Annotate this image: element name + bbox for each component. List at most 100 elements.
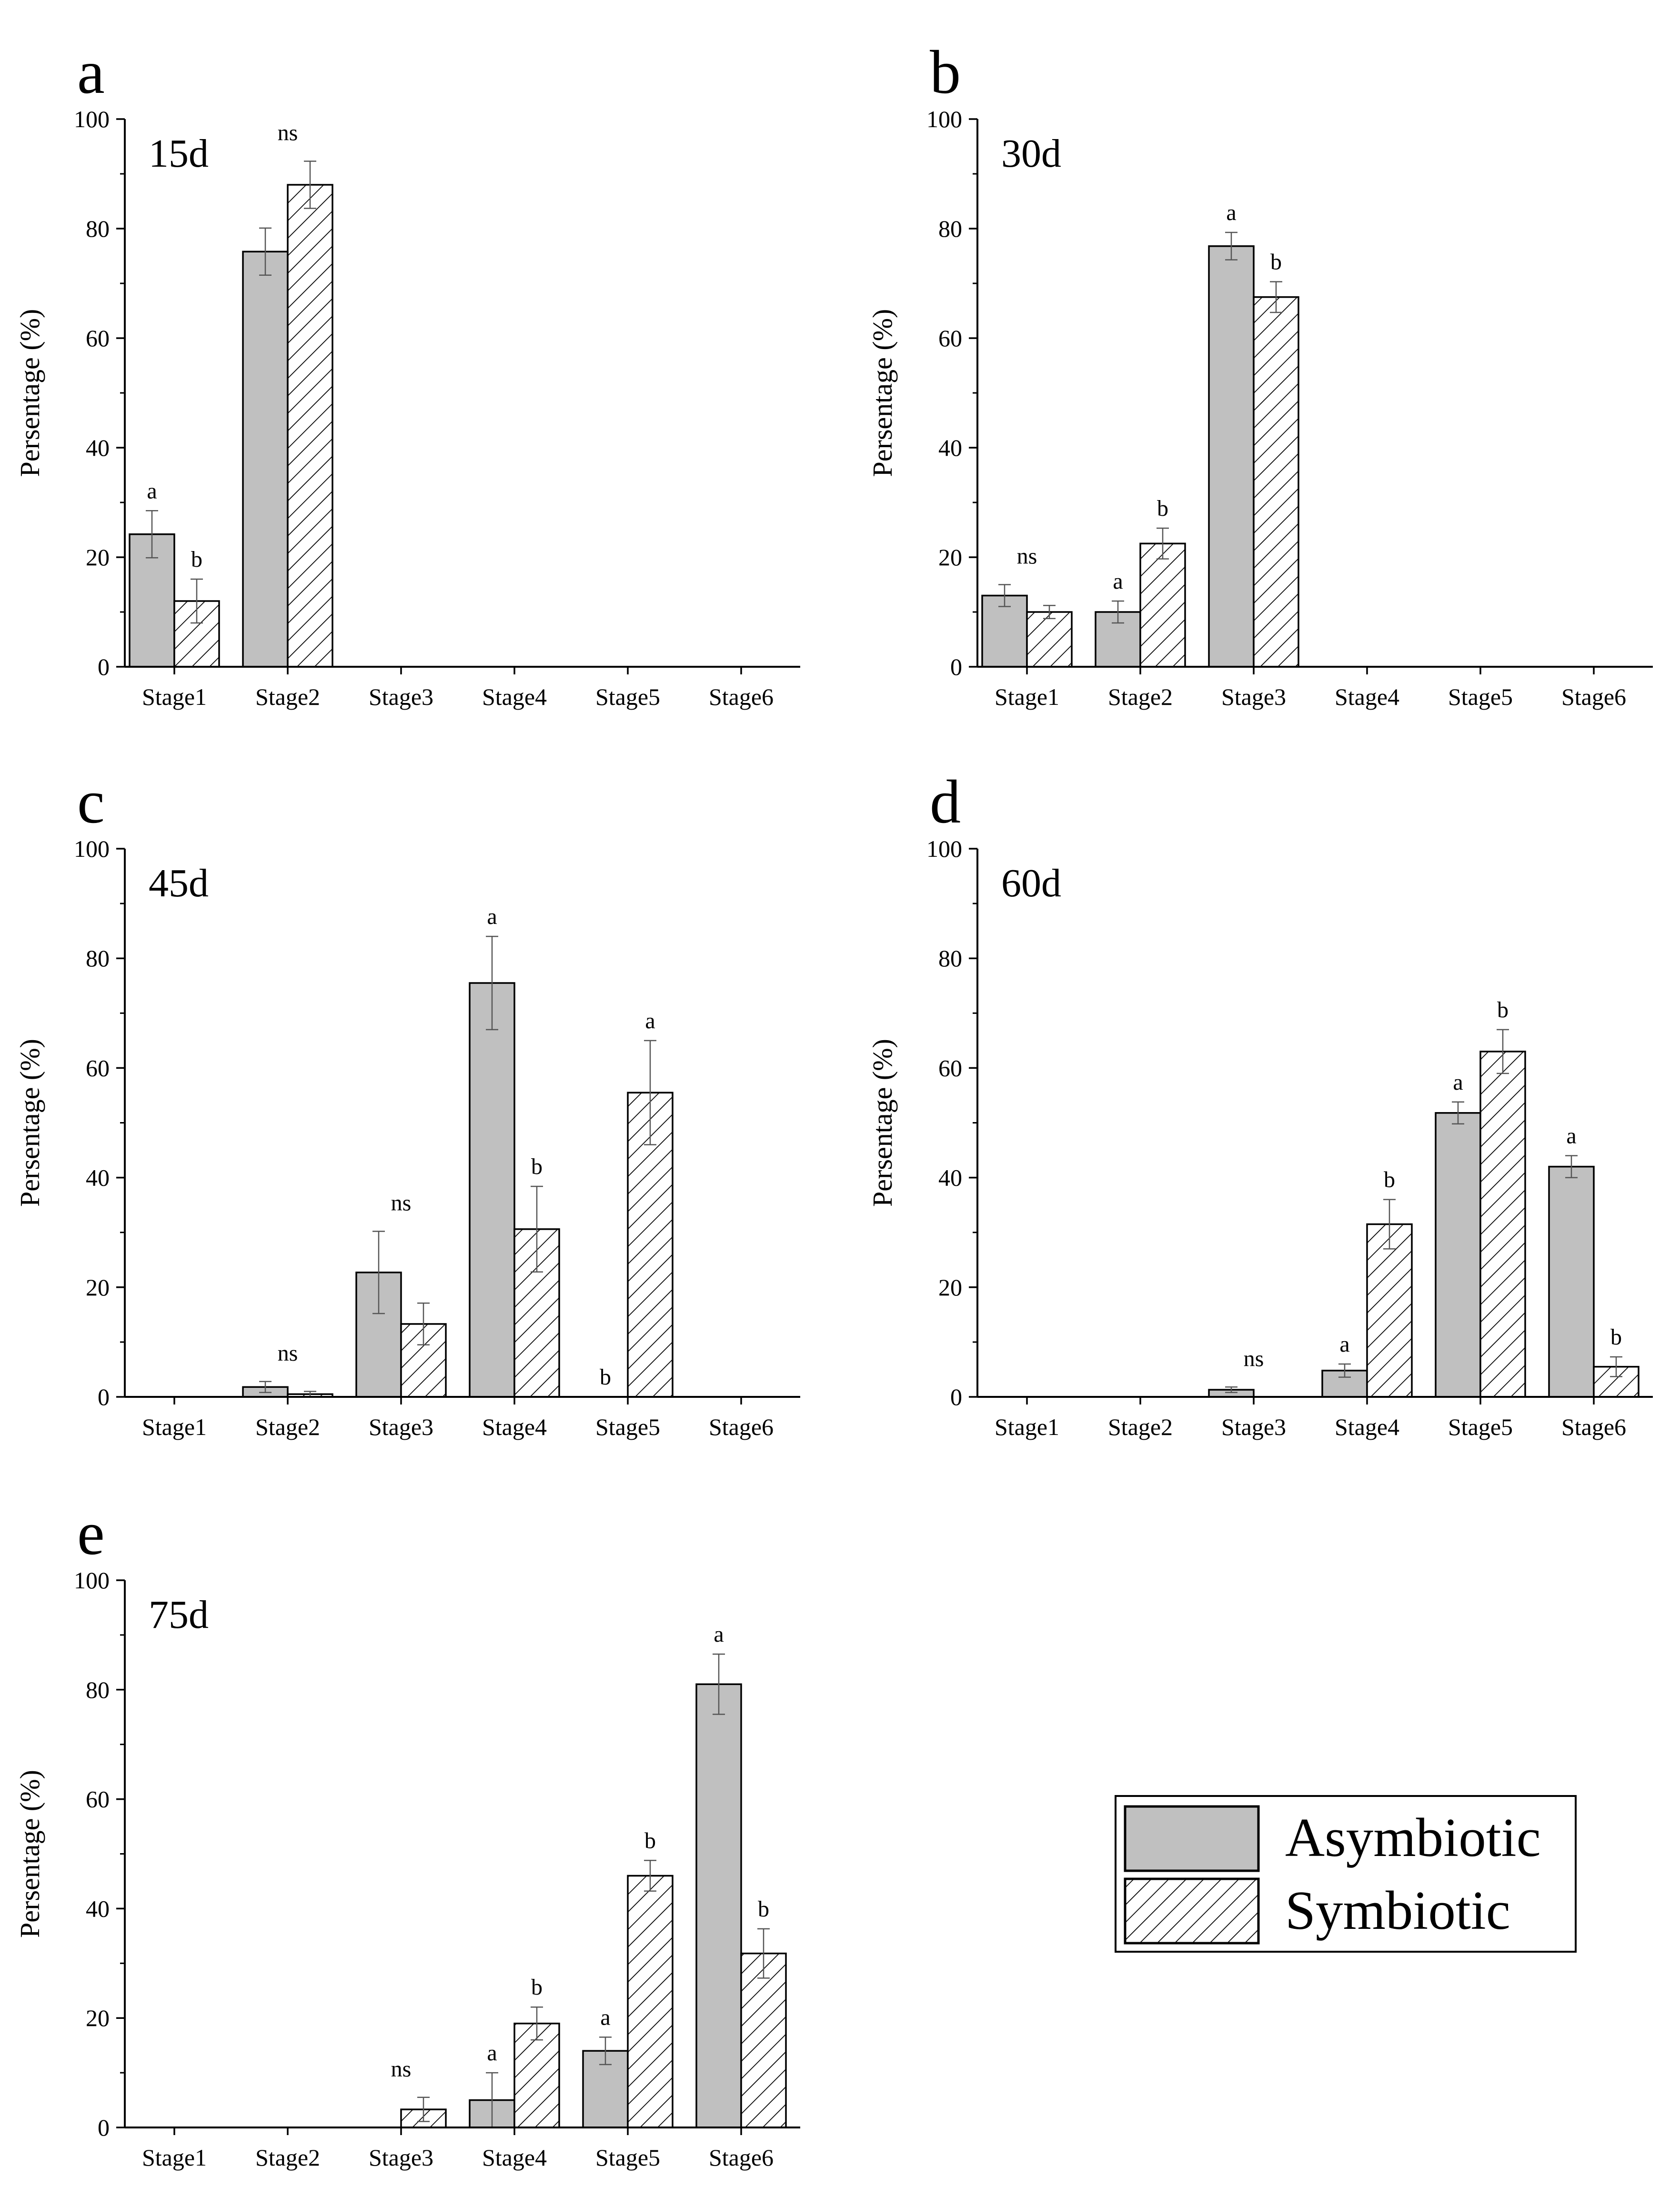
bar-symbiotic-stage2	[1139, 542, 1186, 668]
significance-label: a	[645, 1008, 655, 1033]
y-tick-label: 60	[86, 325, 110, 351]
y-tick-label: 60	[86, 1054, 110, 1081]
legend-label-asymbiotic: Asymbiotic	[1285, 1807, 1541, 1868]
significance-label: b	[600, 1364, 611, 1390]
x-tick-label-stage4: Stage4	[482, 683, 547, 710]
y-tick-label: 20	[938, 544, 962, 571]
legend-label-symbiotic: Symbiotic	[1285, 1880, 1510, 1941]
panel-75d: e 75d Persentage (%) ns a b a b a b 0 20 40 60 80 100 St…	[14, 1499, 800, 2171]
x-tick-label-stage3: Stage3	[1221, 683, 1286, 710]
y-tick-label: 40	[938, 434, 962, 461]
y-tick-label: 20	[86, 1274, 110, 1301]
error-bar	[1497, 1029, 1509, 1074]
significance-label: b	[531, 1975, 543, 2000]
x-tick-label-stage2: Stage2	[1108, 683, 1173, 710]
significance-label: b	[1497, 997, 1509, 1023]
significance-label: a	[147, 478, 157, 503]
error-bar	[757, 1928, 770, 1979]
error-bar	[1452, 1101, 1464, 1125]
y-tick-label: 20	[86, 544, 110, 571]
x-tick-label-stage4: Stage4	[1335, 1414, 1399, 1440]
bar-symbiotic-stage5	[1479, 1051, 1526, 1398]
y-tick-label: 20	[86, 2005, 110, 2031]
significance-label: a	[1566, 1124, 1576, 1149]
bar-asymbiotic-stage6	[1548, 1165, 1595, 1398]
significance-label: a	[600, 2005, 610, 2030]
significance-label: a	[1453, 1070, 1463, 1095]
significance-label: ns	[278, 1341, 298, 1366]
error-bar	[1610, 1356, 1622, 1377]
x-tick-label-stage2: Stage2	[1108, 1414, 1173, 1440]
error-bar	[1225, 231, 1237, 261]
bar-symbiotic-stage2	[287, 184, 333, 668]
error-bar	[644, 1860, 656, 1892]
error-bar	[531, 1185, 543, 1273]
x-tick-label-stage6: Stage6	[709, 1414, 774, 1440]
chart-title: 75d	[149, 1593, 209, 1637]
error-bar	[1383, 1199, 1396, 1250]
error-bar	[531, 2006, 543, 2041]
x-tick-label-stage6: Stage6	[709, 683, 774, 710]
significance-label: b	[644, 1828, 656, 1853]
significance-label: a	[487, 904, 497, 929]
significance-label: a	[714, 1622, 724, 1647]
bar-symbiotic-stage1	[1026, 611, 1073, 668]
y-tick-label: 0	[98, 1384, 110, 1410]
x-tick-label-stage4: Stage4	[482, 2144, 547, 2171]
y-tick-label: 100	[74, 106, 110, 132]
y-tick-label: 100	[74, 1567, 110, 1594]
y-tick-label: 40	[86, 1895, 110, 1922]
x-tick-label-stage1: Stage1	[995, 1414, 1059, 1440]
error-bar	[599, 2037, 612, 2066]
x-tick-label-stage6: Stage6	[1561, 1414, 1626, 1440]
y-axis-title: Persentage (%)	[14, 1039, 45, 1207]
y-tick-label: 60	[938, 325, 962, 351]
legend-swatch-symbiotic	[1124, 1877, 1260, 1945]
significance-label: b	[1610, 1324, 1622, 1350]
y-tick-label: 80	[86, 215, 110, 242]
x-tick-label-stage5: Stage5	[1448, 1414, 1513, 1440]
y-tick-label: 80	[938, 215, 962, 242]
bar-symbiotic-stage4	[513, 2022, 560, 2128]
significance-label: b	[758, 1896, 769, 1922]
error-bar	[1270, 281, 1282, 313]
y-tick-label: 80	[938, 945, 962, 972]
chart-title: 30d	[1001, 131, 1061, 176]
significance-label: a	[1339, 1332, 1349, 1357]
y-tick-label: 20	[938, 1274, 962, 1301]
bar-asymbiotic-stage4	[469, 982, 515, 1398]
panel-letter: c	[77, 768, 105, 836]
y-tick-label: 40	[86, 1164, 110, 1191]
error-bar	[417, 1302, 430, 1345]
bar-symbiotic-stage6	[740, 1952, 787, 2128]
y-tick-label: 0	[98, 653, 110, 680]
panel-60d: d 60d Persentage (%) ns a b a b a b 0 20 40 60 80 100 St…	[867, 768, 1653, 1440]
x-tick-label-stage3: Stage3	[369, 683, 433, 710]
error-bar	[191, 578, 203, 624]
y-tick-label: 80	[86, 945, 110, 972]
y-tick-label: 100	[926, 835, 962, 862]
x-tick-label-stage5: Stage5	[1448, 683, 1513, 710]
panel-15d: a 15d Persentage (%) a b ns 0 20 40 60 80 100 Stage1…	[14, 38, 800, 710]
significance-label: a	[1113, 569, 1123, 594]
x-tick-label-stage5: Stage5	[595, 683, 660, 710]
y-tick-label: 60	[938, 1054, 962, 1081]
x-tick-label-stage5: Stage5	[595, 1414, 660, 1440]
significance-label: ns	[391, 2057, 412, 2082]
error-bar	[1157, 527, 1169, 560]
significance-label: ns	[1017, 544, 1037, 569]
x-tick-label-stage3: Stage3	[369, 1414, 433, 1440]
y-tick-label: 0	[98, 2114, 110, 2141]
error-bar	[998, 584, 1011, 607]
y-tick-label: 100	[74, 835, 110, 862]
error-bar	[259, 1381, 272, 1394]
significance-label: a	[1226, 200, 1236, 225]
x-tick-label-stage1: Stage1	[142, 2144, 207, 2171]
y-axis-title: Persentage (%)	[14, 309, 45, 477]
significance-label: a	[487, 2040, 497, 2066]
chart-title: 45d	[149, 861, 209, 905]
x-tick-label-stage2: Stage2	[255, 683, 320, 710]
significance-label: b	[1157, 496, 1168, 521]
error-bar	[1565, 1155, 1578, 1178]
